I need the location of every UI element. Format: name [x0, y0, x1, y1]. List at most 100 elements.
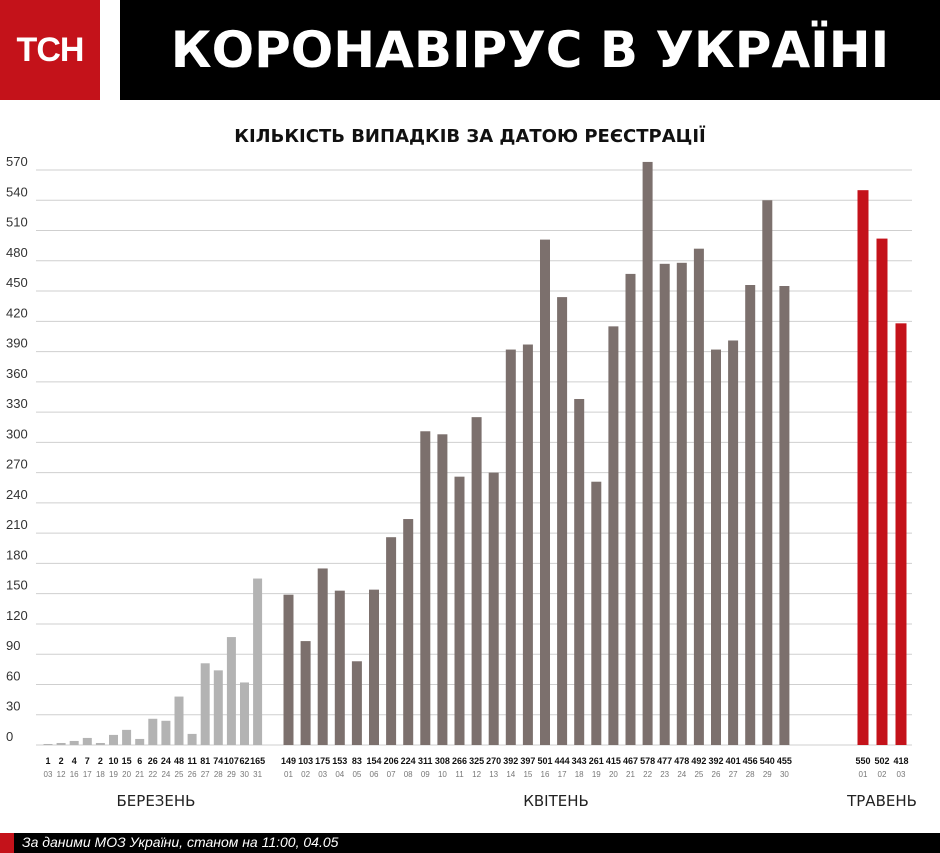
- bar: [174, 696, 184, 745]
- bar-value-label: 2: [59, 756, 64, 766]
- x-tick-label: 21: [626, 770, 635, 779]
- bar: [676, 262, 687, 745]
- bar-value-label: 154: [366, 756, 381, 766]
- bar: [187, 733, 197, 745]
- bar: [82, 737, 92, 745]
- bar-value-label: 270: [486, 756, 501, 766]
- x-tick-label: 03: [897, 770, 906, 779]
- bar: [471, 417, 482, 745]
- y-tick-label: 180: [6, 547, 28, 562]
- bar: [95, 742, 105, 745]
- x-tick-label: 08: [404, 770, 413, 779]
- y-tick-label: 150: [6, 578, 28, 593]
- bar: [334, 590, 345, 745]
- x-tick-label: 04: [335, 770, 344, 779]
- bar: [557, 297, 568, 745]
- bar-value-label: 415: [606, 756, 621, 766]
- bar-value-label: 165: [250, 756, 265, 766]
- x-tick-label: 20: [122, 770, 131, 779]
- bar: [420, 431, 431, 745]
- bar: [148, 718, 158, 745]
- x-tick-label: 28: [214, 770, 223, 779]
- y-tick-label: 30: [6, 699, 20, 714]
- x-tick-label: 26: [188, 770, 197, 779]
- bar-value-label: 492: [691, 756, 706, 766]
- bar: [43, 743, 53, 745]
- x-tick-label: 23: [660, 770, 669, 779]
- x-tick-label: 20: [609, 770, 618, 779]
- bar-value-label: 107: [224, 756, 239, 766]
- bar: [317, 568, 328, 745]
- y-tick-label: 330: [6, 396, 28, 411]
- bar: [711, 349, 721, 745]
- bar-value-label: 175: [315, 756, 330, 766]
- x-tick-label: 26: [712, 770, 721, 779]
- bar-value-label: 6: [137, 756, 142, 766]
- bar-value-label: 103: [298, 756, 313, 766]
- bar-value-label: 83: [352, 756, 362, 766]
- y-tick-label: 240: [6, 487, 28, 502]
- x-tick-label: 30: [780, 770, 789, 779]
- tsn-logo: ТСН: [0, 0, 100, 100]
- month-label: КВІТЕНЬ: [523, 792, 589, 810]
- month-label: ТРАВЕНЬ: [846, 792, 917, 810]
- bar-value-label: 578: [640, 756, 655, 766]
- y-tick-label: 390: [6, 336, 28, 351]
- headline-banner: КОРОНАВІРУС В УКРАЇНІ: [120, 0, 940, 100]
- bar-value-label: 478: [674, 756, 689, 766]
- bar-value-label: 7: [85, 756, 90, 766]
- bar: [226, 637, 236, 745]
- x-tick-label: 01: [284, 770, 293, 779]
- x-tick-label: 24: [161, 770, 170, 779]
- bar-value-label: 74: [213, 756, 223, 766]
- bar: [253, 578, 263, 745]
- x-tick-label: 12: [472, 770, 481, 779]
- chart-title: КІЛЬКІСТЬ ВИПАДКІВ ЗА ДАТОЮ РЕЄСТРАЦІЇ: [234, 126, 706, 147]
- x-tick-label: 29: [227, 770, 236, 779]
- bar: [437, 434, 448, 745]
- x-tick-label: 28: [746, 770, 755, 779]
- bar: [762, 200, 773, 745]
- bar: [213, 670, 223, 745]
- bar: [161, 720, 171, 745]
- bar: [540, 239, 550, 745]
- bar-value-label: 224: [401, 756, 416, 766]
- bar: [403, 519, 414, 745]
- bar: [895, 323, 907, 745]
- bar-value-label: 550: [855, 756, 870, 766]
- x-tick-label: 10: [438, 770, 447, 779]
- x-tick-label: 27: [729, 770, 738, 779]
- x-tick-label: 09: [421, 770, 430, 779]
- y-tick-label: 480: [6, 245, 28, 260]
- bar: [454, 476, 465, 745]
- bar-value-label: 343: [572, 756, 587, 766]
- bar: [135, 738, 145, 745]
- bar: [351, 661, 362, 745]
- x-tick-label: 07: [387, 770, 396, 779]
- x-tick-label: 02: [301, 770, 310, 779]
- bar: [488, 472, 499, 745]
- x-tick-label: 02: [878, 770, 887, 779]
- x-tick-label: 06: [370, 770, 379, 779]
- y-tick-label: 450: [6, 275, 28, 290]
- x-tick-label: 12: [57, 770, 66, 779]
- bar-value-label: 81: [200, 756, 210, 766]
- bar: [522, 344, 533, 745]
- x-tick-label: 22: [148, 770, 157, 779]
- bar-value-label: 455: [777, 756, 792, 766]
- bar-value-label: 266: [452, 756, 467, 766]
- bar: [659, 263, 670, 745]
- bar-value-label: 1: [45, 756, 50, 766]
- y-tick-label: 360: [6, 366, 28, 381]
- bar: [779, 286, 790, 745]
- bar-value-label: 24: [161, 756, 171, 766]
- bar-value-label: 4: [72, 756, 77, 766]
- x-tick-label: 22: [643, 770, 652, 779]
- bar: [369, 589, 379, 745]
- y-tick-label: 0: [6, 729, 13, 744]
- y-tick-label: 570: [6, 154, 28, 169]
- x-tick-label: 17: [83, 770, 92, 779]
- footer-accent: [0, 833, 14, 853]
- bar-value-label: 401: [726, 756, 741, 766]
